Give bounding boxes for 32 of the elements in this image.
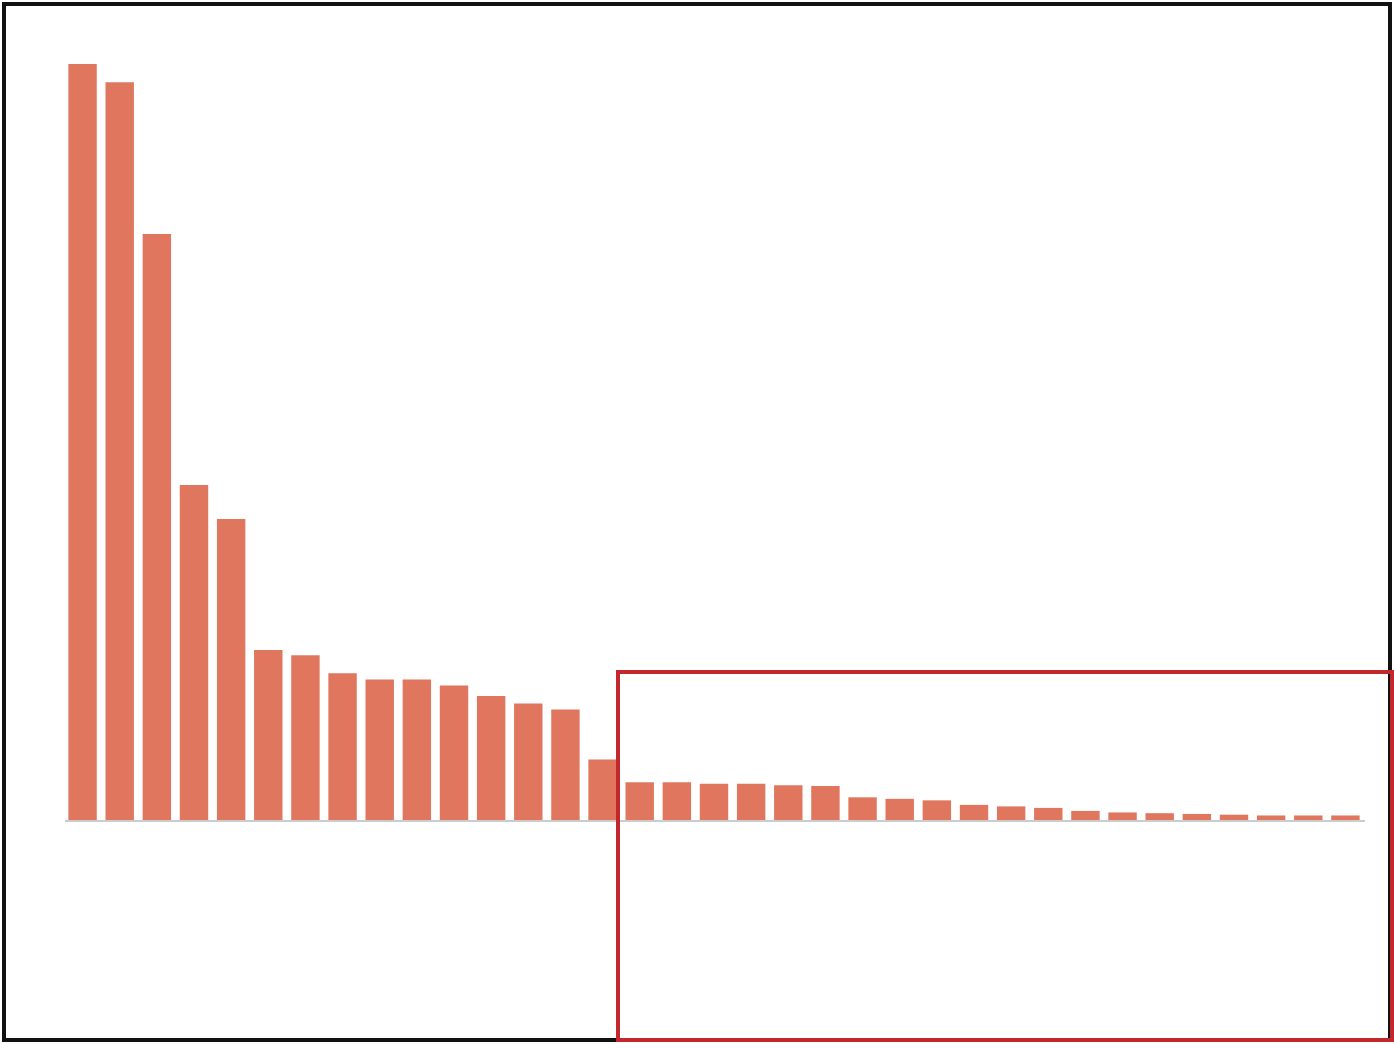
bar bbox=[699, 783, 729, 820]
bar bbox=[365, 679, 394, 820]
bar bbox=[588, 759, 617, 820]
bar bbox=[254, 649, 283, 820]
bar bbox=[514, 703, 543, 820]
bar bbox=[439, 685, 469, 820]
bar bbox=[476, 696, 506, 820]
bar bbox=[142, 234, 172, 820]
bar bbox=[1108, 812, 1137, 820]
bar bbox=[848, 797, 877, 820]
bar bbox=[328, 673, 357, 820]
bar bbox=[922, 800, 952, 820]
bar bbox=[1034, 807, 1063, 820]
bar bbox=[885, 798, 914, 820]
bar bbox=[105, 82, 134, 820]
bar bbox=[216, 519, 246, 820]
bar bbox=[959, 804, 989, 820]
bar bbox=[551, 709, 580, 820]
bar bbox=[291, 655, 320, 820]
bar bbox=[662, 782, 692, 820]
bar bbox=[179, 485, 209, 820]
bar bbox=[1145, 813, 1174, 820]
bar bbox=[402, 679, 432, 820]
bar bbox=[1071, 810, 1100, 820]
bar bbox=[736, 783, 766, 820]
bar bbox=[996, 806, 1026, 820]
bar bbox=[625, 782, 654, 820]
bar bbox=[68, 64, 97, 820]
bar bbox=[774, 785, 803, 820]
bar bbox=[811, 785, 840, 820]
bar bbox=[1182, 813, 1212, 820]
bar bbox=[1219, 814, 1249, 820]
